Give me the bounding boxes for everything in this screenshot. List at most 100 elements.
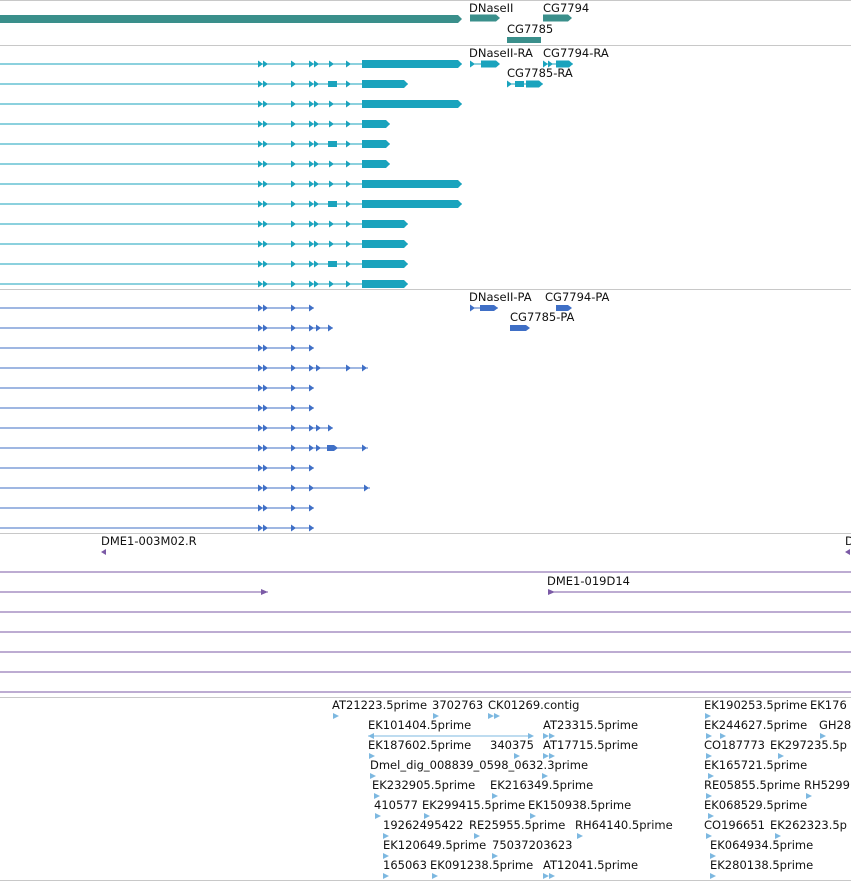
- exon-arrow[interactable]: [362, 364, 367, 372]
- est-marker[interactable]: [706, 733, 712, 739]
- exon-arrow[interactable]: [258, 504, 263, 512]
- est-label[interactable]: EK068529.5prime: [704, 798, 807, 812]
- exon-arrow[interactable]: [258, 364, 263, 372]
- est-marker[interactable]: [375, 813, 381, 819]
- gene-label[interactable]: DNaseII: [469, 1, 513, 15]
- est-label[interactable]: EK280138.5prime: [710, 858, 813, 872]
- est-marker[interactable]: [806, 793, 812, 799]
- exon-arrow[interactable]: [291, 344, 296, 352]
- est-marker[interactable]: [432, 873, 438, 879]
- exon-arrow[interactable]: [263, 200, 268, 208]
- exon-arrow[interactable]: [329, 180, 334, 188]
- exon-arrow[interactable]: [263, 260, 268, 268]
- exon-arrow[interactable]: [258, 344, 263, 352]
- exon-arrow[interactable]: [316, 444, 321, 452]
- exon-arrow[interactable]: [329, 60, 334, 68]
- exon-arrow[interactable]: [314, 240, 319, 248]
- gene-feature-bar[interactable]: [470, 14, 500, 22]
- gene-feature-bar[interactable]: [0, 15, 462, 23]
- est-marker[interactable]: [474, 833, 480, 839]
- exon-arrow[interactable]: [316, 424, 321, 432]
- est-marker[interactable]: [705, 713, 711, 719]
- mrna-label[interactable]: CG7785-RA: [507, 66, 573, 80]
- est-marker[interactable]: [708, 773, 714, 779]
- est-label[interactable]: 75037203623: [492, 838, 572, 852]
- est-label[interactable]: AT12041.5prime: [543, 858, 638, 872]
- exon-arrow[interactable]: [263, 324, 268, 332]
- exon-arrow[interactable]: [291, 304, 296, 312]
- est-label[interactable]: EK262323.5p: [770, 818, 847, 832]
- exon-arrow[interactable]: [346, 80, 351, 88]
- est-marker[interactable]: [494, 713, 500, 719]
- exon-arrow[interactable]: [309, 524, 314, 532]
- est-marker[interactable]: [368, 733, 374, 739]
- exon-arrow[interactable]: [291, 280, 296, 288]
- est-label[interactable]: AT23315.5prime: [543, 718, 638, 732]
- exon-arrow[interactable]: [548, 60, 553, 68]
- exon-block[interactable]: [328, 201, 337, 207]
- exon-block[interactable]: [526, 80, 543, 88]
- est-marker[interactable]: [577, 833, 583, 839]
- exon-arrow[interactable]: [309, 280, 314, 288]
- exon-arrow[interactable]: [291, 80, 296, 88]
- exon-block[interactable]: [481, 60, 500, 68]
- est-marker[interactable]: [383, 853, 389, 859]
- exon-arrow[interactable]: [258, 324, 263, 332]
- est-label[interactable]: AT21223.5prime: [332, 698, 427, 712]
- est-label[interactable]: EK091238.5prime: [430, 858, 533, 872]
- exon-arrow[interactable]: [263, 240, 268, 248]
- est-marker[interactable]: [369, 753, 375, 759]
- exon-arrow[interactable]: [346, 200, 351, 208]
- exon-arrow[interactable]: [364, 484, 369, 492]
- exon-arrow[interactable]: [258, 80, 263, 88]
- exon-arrow[interactable]: [263, 424, 268, 432]
- exon-block[interactable]: [362, 140, 390, 148]
- exon-block[interactable]: [328, 81, 337, 87]
- est-label[interactable]: EK187602.5prime: [368, 738, 471, 752]
- exon-arrow[interactable]: [346, 240, 351, 248]
- exon-arrow[interactable]: [309, 344, 314, 352]
- exon-block[interactable]: [328, 261, 337, 267]
- exon-block[interactable]: [362, 240, 408, 248]
- est-label[interactable]: 19262495422: [383, 818, 463, 832]
- exon-arrow[interactable]: [346, 364, 351, 372]
- exon-block[interactable]: [328, 141, 337, 147]
- est-marker[interactable]: [706, 753, 712, 759]
- est-label[interactable]: CO187773: [704, 738, 765, 752]
- exon-arrow[interactable]: [263, 484, 268, 492]
- est-marker[interactable]: [775, 833, 781, 839]
- est-marker[interactable]: [708, 813, 714, 819]
- exon-arrow[interactable]: [291, 200, 296, 208]
- exon-arrow[interactable]: [291, 324, 296, 332]
- exon-arrow[interactable]: [291, 120, 296, 128]
- exon-arrow[interactable]: [258, 180, 263, 188]
- est-marker[interactable]: [433, 713, 439, 719]
- est-label[interactable]: EK165721.5prime: [704, 758, 807, 772]
- est-marker[interactable]: [543, 873, 549, 879]
- exon-arrow[interactable]: [309, 260, 314, 268]
- exon-arrow[interactable]: [507, 80, 512, 88]
- exon-arrow[interactable]: [309, 424, 314, 432]
- est-label[interactable]: EK190253.5prime: [704, 698, 807, 712]
- est-marker[interactable]: [383, 873, 389, 879]
- est-marker[interactable]: [549, 873, 555, 879]
- protein-label[interactable]: CG7785-PA: [510, 310, 575, 324]
- exon-arrow[interactable]: [263, 160, 268, 168]
- est-marker[interactable]: [543, 753, 549, 759]
- exon-arrow[interactable]: [309, 384, 314, 392]
- exon-arrow[interactable]: [291, 260, 296, 268]
- exon-arrow[interactable]: [258, 424, 263, 432]
- exon-arrow[interactable]: [309, 504, 314, 512]
- exon-arrow[interactable]: [314, 100, 319, 108]
- gene-label[interactable]: CG7785: [507, 22, 553, 36]
- est-label[interactable]: RH64140.5prime: [575, 818, 673, 832]
- est-label[interactable]: 410577: [374, 798, 418, 812]
- est-marker[interactable]: [778, 753, 784, 759]
- est-label[interactable]: CO196651: [704, 818, 765, 832]
- exon-block[interactable]: [362, 80, 408, 88]
- exon-arrow[interactable]: [258, 240, 263, 248]
- exon-arrow[interactable]: [328, 424, 333, 432]
- exon-arrow[interactable]: [291, 464, 296, 472]
- est-label[interactable]: EK176: [810, 698, 847, 712]
- exon-arrow[interactable]: [258, 280, 263, 288]
